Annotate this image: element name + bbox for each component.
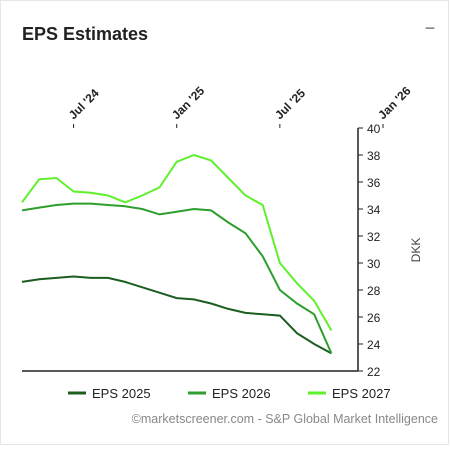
- source: ©marketscreener.com - S&P Global Market …: [132, 412, 438, 426]
- legend-label: EPS 2025: [92, 386, 151, 401]
- y-tick-label: 24: [367, 338, 381, 352]
- y-tick-label: 28: [367, 284, 381, 298]
- chart-title: EPS Estimates: [22, 24, 148, 44]
- y-tick-label: 26: [367, 311, 381, 325]
- y-tick-label: 22: [367, 365, 381, 379]
- y-tick-label: 30: [367, 257, 381, 271]
- series-line: [21, 202, 333, 354]
- y-tick-label: 38: [367, 149, 381, 163]
- legend-label: EPS 2026: [212, 386, 271, 401]
- series-line: [21, 275, 332, 355]
- legend-label: EPS 2027: [332, 386, 391, 401]
- y-tick-label: 36: [367, 176, 381, 190]
- minimize-button[interactable]: −: [425, 18, 436, 38]
- y-tick-label: 32: [367, 230, 381, 244]
- y-tick-label: 40: [367, 122, 381, 136]
- y-axis-label: DKK: [409, 238, 423, 263]
- y-tick-label: 34: [367, 203, 381, 217]
- series-line: [21, 153, 333, 332]
